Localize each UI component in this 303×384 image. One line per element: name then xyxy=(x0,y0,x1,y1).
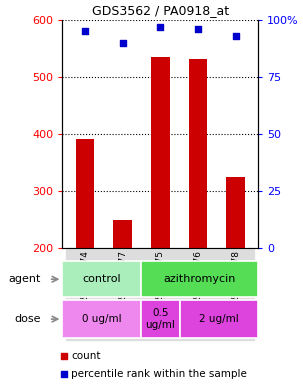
Text: 0 ug/ml: 0 ug/ml xyxy=(82,314,121,324)
Bar xyxy=(75,139,94,248)
Bar xyxy=(104,248,142,340)
Bar xyxy=(142,248,179,340)
Point xyxy=(82,28,87,34)
Point xyxy=(120,40,125,46)
Text: azithromycin: azithromycin xyxy=(163,274,236,284)
Point xyxy=(233,33,238,39)
Text: 0.5
ug/ml: 0.5 ug/ml xyxy=(145,308,175,330)
Text: count: count xyxy=(71,351,101,361)
Title: GDS3562 / PA0918_at: GDS3562 / PA0918_at xyxy=(92,4,229,17)
Bar xyxy=(113,220,132,248)
Text: percentile rank within the sample: percentile rank within the sample xyxy=(71,369,247,379)
Text: 2 ug/ml: 2 ug/ml xyxy=(199,314,239,324)
Bar xyxy=(141,261,258,297)
Text: control: control xyxy=(82,274,121,284)
Bar xyxy=(217,248,255,340)
Point xyxy=(62,371,67,377)
Bar xyxy=(188,59,207,248)
Point xyxy=(195,26,200,32)
Bar xyxy=(151,57,170,248)
Bar xyxy=(179,248,217,340)
Bar xyxy=(141,300,180,338)
Bar xyxy=(66,248,104,340)
Bar xyxy=(62,300,141,338)
Text: agent: agent xyxy=(8,274,41,284)
Bar xyxy=(180,300,258,338)
Bar xyxy=(62,261,141,297)
Bar xyxy=(226,177,245,248)
Point xyxy=(158,23,163,30)
Point xyxy=(62,353,67,359)
Text: dose: dose xyxy=(14,314,41,324)
